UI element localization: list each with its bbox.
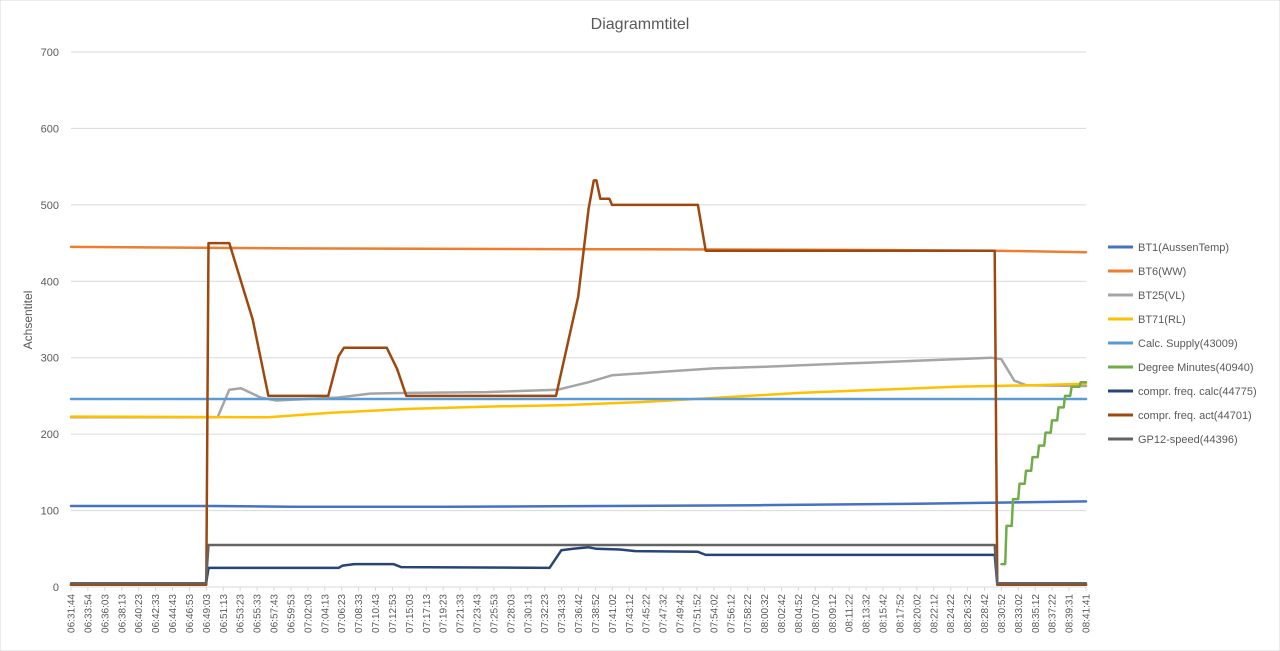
legend-label: compr. freq. calc(44775): [1138, 386, 1257, 398]
x-tick-label: 07:23:43: [473, 594, 484, 633]
legend-label: BT71(RL): [1138, 314, 1186, 326]
legend-label: compr. freq. act(44701): [1138, 410, 1252, 422]
legend-label: BT6(WW): [1138, 266, 1186, 278]
x-tick-label: 08:09:12: [828, 594, 839, 633]
x-tick-label: 07:56:12: [726, 594, 737, 633]
x-axis-ticks: 06:31:44 06:33:54 06:36:03 06:38:13 06:40:23…: [67, 587, 1093, 633]
x-tick-label: 07:49:42: [676, 594, 687, 633]
x-tick-label: 06:40:23: [134, 594, 145, 633]
legend-label: BT1(AussenTemp): [1138, 242, 1229, 254]
x-tick-label: 08:37:22: [1048, 594, 1059, 633]
legend-label: Calc. Supply(43009): [1138, 338, 1238, 350]
x-tick-label: 07:19:23: [439, 594, 450, 633]
series-line-gp12-speed-44396: [69, 543, 1088, 585]
y-tick-label: 400: [41, 276, 59, 288]
x-tick-label: 06:46:53: [185, 594, 196, 633]
series-line-compr-freq-act-44701: [69, 179, 1088, 586]
x-tick-label: 07:25:53: [489, 594, 500, 633]
x-tick-label: 08:39:31: [1065, 594, 1076, 633]
x-tick-label: 07:45:22: [642, 594, 653, 633]
x-tick-label: 08:24:22: [946, 594, 957, 633]
x-tick-label: 07:10:43: [371, 594, 382, 633]
x-tick-label: 06:33:54: [83, 594, 94, 633]
x-tick-label: 08:07:02: [811, 594, 822, 633]
x-tick-label: 07:08:33: [354, 594, 365, 633]
x-tick-label: 07:54:02: [709, 594, 720, 633]
x-tick-label: 06:49:03: [202, 594, 213, 633]
x-tick-label: 07:51:52: [692, 594, 703, 633]
y-tick-label: 600: [41, 123, 59, 135]
series-lines: [69, 179, 1088, 586]
y-tick-label: 100: [41, 506, 59, 518]
legend-label: GP12-speed(44396): [1138, 434, 1238, 446]
x-tick-label: 08:00:32: [760, 594, 771, 633]
x-tick-label: 08:15:42: [879, 594, 890, 633]
x-tick-label: 08:13:32: [862, 594, 873, 633]
x-tick-label: 07:12:53: [388, 594, 399, 633]
x-tick-label: 07:21:33: [456, 594, 467, 633]
y-tick-label: 500: [41, 200, 59, 212]
series-line-compr-freq-calc-44775: [69, 546, 1088, 586]
x-tick-label: 06:57:43: [270, 594, 281, 633]
x-tick-label: 07:34:33: [557, 594, 568, 633]
x-tick-label: 08:17:52: [895, 594, 906, 633]
x-tick-label: 06:31:44: [67, 594, 78, 633]
series-line-degree-minutes-40940: [1000, 380, 1088, 566]
y-axis-ticks: 0 100 200 300 400 500 600 700: [41, 47, 59, 594]
x-tick-label: 07:30:13: [523, 594, 534, 633]
x-tick-label: 08:02:42: [777, 594, 788, 633]
x-tick-label: 07:43:12: [625, 594, 636, 633]
x-tick-label: 07:32:23: [540, 594, 551, 633]
x-tick-label: 07:41:02: [608, 594, 619, 633]
x-tick-label: 07:17:13: [422, 594, 433, 633]
y-tick-label: 200: [41, 429, 59, 441]
x-tick-label: 06:44:43: [168, 594, 179, 633]
x-tick-label: 07:47:32: [659, 594, 670, 633]
x-tick-label: 07:28:03: [506, 594, 517, 633]
x-tick-label: 08:41:41: [1082, 594, 1093, 633]
x-tick-label: 08:04:52: [794, 594, 805, 633]
x-tick-label: 06:42:33: [151, 594, 162, 633]
y-tick-label: 300: [41, 353, 59, 365]
x-tick-label: 08:22:12: [929, 594, 940, 633]
x-tick-label: 08:26:32: [963, 594, 974, 633]
x-tick-label: 08:11:22: [845, 594, 856, 633]
legend-label: BT25(VL): [1138, 290, 1185, 302]
x-tick-label: 06:38:13: [117, 594, 128, 633]
x-tick-label: 06:51:13: [219, 594, 230, 633]
y-tick-label: 700: [41, 47, 59, 59]
x-tick-label: 08:35:12: [1031, 594, 1042, 633]
x-tick-label: 08:33:02: [1014, 594, 1025, 633]
x-tick-label: 08:28:42: [980, 594, 991, 633]
series-line-bt1-aussentemp: [69, 500, 1088, 509]
x-tick-label: 07:58:22: [743, 594, 754, 633]
legend-label: Degree Minutes(40940): [1138, 362, 1254, 374]
y-axis-title: Achsentitel: [21, 291, 35, 350]
x-tick-label: 07:15:03: [405, 594, 416, 633]
x-tick-label: 06:59:53: [286, 594, 297, 633]
x-tick-label: 07:36:42: [574, 594, 585, 633]
x-tick-label: 06:55:33: [253, 594, 264, 633]
chart-title: Diagrammtitel: [591, 16, 690, 33]
x-tick-label: 06:36:03: [100, 594, 111, 633]
x-tick-label: 07:04:13: [320, 594, 331, 633]
x-tick-label: 06:53:23: [236, 594, 247, 633]
series-line-bt71-rl: [69, 382, 1088, 419]
x-tick-label: 07:38:52: [591, 594, 602, 633]
x-tick-label: 07:02:03: [303, 594, 314, 633]
y-tick-label: 0: [53, 582, 59, 594]
x-tick-label: 08:30:52: [997, 594, 1008, 633]
x-tick-label: 08:20:02: [912, 594, 923, 633]
legend: BT1(AussenTemp) BT6(WW) BT25(VL) BT71(RL) Ca…: [1108, 242, 1257, 446]
x-tick-label: 07:06:23: [337, 594, 348, 633]
